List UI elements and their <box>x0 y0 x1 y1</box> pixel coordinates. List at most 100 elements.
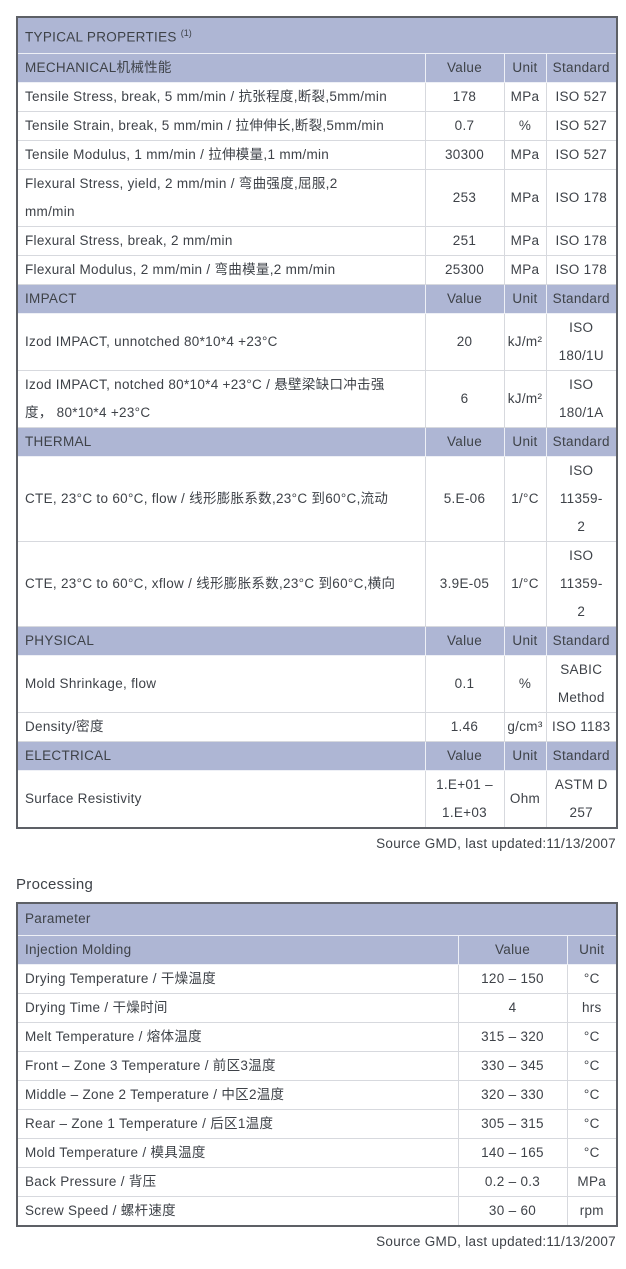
table-title-cell: TYPICAL PROPERTIES (1) <box>17 17 618 54</box>
table-row: Surface Resistivity 1.E+01 – 1.E+03 Ohm … <box>16 769 618 828</box>
value-cell: 0.1 <box>424 654 505 713</box>
section-name: THERMAL <box>16 426 426 457</box>
section-header-impact: IMPACT Value Unit Standard <box>16 283 618 314</box>
property-cell: Surface Resistivity <box>16 769 426 828</box>
value-cell: 305 – 315 <box>457 1108 568 1139</box>
property-cell: Flexural Stress, break, 2 mm/min <box>16 225 426 256</box>
property-cell: Flexural Modulus, 2 mm/min / 弯曲模量,2 mm/m… <box>16 254 426 285</box>
table-title: TYPICAL PROPERTIES <box>25 29 177 45</box>
section-header-thermal: THERMAL Value Unit Standard <box>16 426 618 457</box>
standard-cell: ISO 1183 <box>545 711 618 742</box>
property-cell: CTE, 23°C to 60°C, flow / 线形膨胀系数,23°C 到6… <box>16 455 426 542</box>
column-header-unit: Unit <box>566 934 618 965</box>
column-header-value: Value <box>424 740 505 771</box>
column-header-unit: Unit <box>503 283 547 314</box>
parameter-cell: Drying Temperature / 干燥温度 <box>16 963 459 994</box>
column-header-value: Value <box>424 52 505 83</box>
column-header-value: Value <box>457 934 568 965</box>
unit-cell: Ohm <box>503 769 547 828</box>
unit-cell: °C <box>566 963 618 994</box>
table-row: Drying Time / 干燥时间 4 hrs <box>16 992 618 1023</box>
standard-cell: ASTM D 257 <box>545 769 618 828</box>
unit-cell: 1/°C <box>503 540 547 627</box>
section-name: PHYSICAL <box>16 625 426 656</box>
table-row: Flexural Stress, yield, 2 mm/min / 弯曲强度,… <box>16 168 618 227</box>
value-cell: 5.E-06 <box>424 455 505 542</box>
parameter-cell: Mold Temperature / 模具温度 <box>16 1137 459 1168</box>
property-cell: Izod IMPACT, unnotched 80*10*4 +23°C <box>16 312 426 371</box>
table-row: Middle – Zone 2 Temperature / 中区2温度 320 … <box>16 1079 618 1110</box>
column-header-unit: Unit <box>503 426 547 457</box>
unit-cell: MPa <box>503 225 547 256</box>
parameter-cell: Front – Zone 3 Temperature / 前区3温度 <box>16 1050 459 1081</box>
unit-cell: kJ/m² <box>503 312 547 371</box>
unit-cell: % <box>503 110 547 141</box>
property-cell: Tensile Stress, break, 5 mm/min / 抗张程度,断… <box>16 81 426 112</box>
unit-cell: g/cm³ <box>503 711 547 742</box>
column-header-unit: Unit <box>503 625 547 656</box>
unit-cell: °C <box>566 1021 618 1052</box>
property-cell: Izod IMPACT, notched 80*10*4 +23°C / 悬壁梁… <box>16 369 426 428</box>
column-header-standard: Standard <box>545 426 618 457</box>
source-note-processing: Source GMD, last updated:11/13/2007 <box>376 1233 616 1249</box>
unit-cell: 1/°C <box>503 455 547 542</box>
processing-heading: Processing <box>16 875 94 893</box>
standard-cell: ISO 11359- 2 <box>545 540 618 627</box>
standard-cell: SABIC Method <box>545 654 618 713</box>
value-cell: 3.9E-05 <box>424 540 505 627</box>
parameter-banner: Parameter <box>17 902 618 936</box>
standard-cell: ISO 178 <box>545 254 618 285</box>
value-cell: 1.E+01 – 1.E+03 <box>424 769 505 828</box>
unit-cell: MPa <box>503 168 547 227</box>
value-cell: 6 <box>424 369 505 428</box>
section-header-physical: PHYSICAL Value Unit Standard <box>16 625 618 656</box>
value-cell: 178 <box>424 81 505 112</box>
unit-cell: rpm <box>566 1195 618 1226</box>
parameter-cell: Drying Time / 干燥时间 <box>16 992 459 1023</box>
column-header-standard: Standard <box>545 283 618 314</box>
table-row: Izod IMPACT, notched 80*10*4 +23°C / 悬壁梁… <box>16 369 618 428</box>
value-cell: 315 – 320 <box>457 1021 568 1052</box>
standard-cell: ISO 527 <box>545 81 618 112</box>
table-title-row: TYPICAL PROPERTIES (1) <box>17 17 618 54</box>
standard-cell: ISO 180/1A <box>545 369 618 428</box>
unit-cell: MPa <box>503 139 547 170</box>
value-cell: 140 – 165 <box>457 1137 568 1168</box>
value-cell: 0.7 <box>424 110 505 141</box>
unit-cell: MPa <box>503 81 547 112</box>
column-header-unit: Unit <box>503 740 547 771</box>
standard-cell: ISO 11359- 2 <box>545 455 618 542</box>
unit-cell: % <box>503 654 547 713</box>
standard-cell: ISO 178 <box>545 225 618 256</box>
property-cell: Tensile Modulus, 1 mm/min / 拉伸模量,1 mm/mi… <box>16 139 426 170</box>
parameter-cell: Back Pressure / 背压 <box>16 1166 459 1197</box>
property-cell: Mold Shrinkage, flow <box>16 654 426 713</box>
table-row: Screw Speed / 螺杆速度 30 – 60 rpm <box>16 1195 618 1226</box>
section-name: Injection Molding <box>16 934 459 965</box>
table-row: Flexural Stress, break, 2 mm/min 251 MPa… <box>16 225 618 256</box>
typical-properties-table: TYPICAL PROPERTIES (1) MECHANICAL机械性能 Va… <box>16 16 619 829</box>
table-row: Front – Zone 3 Temperature / 前区3温度 330 –… <box>16 1050 618 1081</box>
column-header-standard: Standard <box>545 52 618 83</box>
column-header-value: Value <box>424 625 505 656</box>
value-cell: 320 – 330 <box>457 1079 568 1110</box>
table-row: Rear – Zone 1 Temperature / 后区1温度 305 – … <box>16 1108 618 1139</box>
value-cell: 330 – 345 <box>457 1050 568 1081</box>
table-row: Tensile Stress, break, 5 mm/min / 抗张程度,断… <box>16 81 618 112</box>
value-cell: 0.2 – 0.3 <box>457 1166 568 1197</box>
section-header-electrical: ELECTRICAL Value Unit Standard <box>16 740 618 771</box>
table-row: Tensile Strain, break, 5 mm/min / 拉伸伸长,断… <box>16 110 618 141</box>
unit-cell: °C <box>566 1079 618 1110</box>
table-row: Izod IMPACT, unnotched 80*10*4 +23°C 20 … <box>16 312 618 371</box>
property-cell: Flexural Stress, yield, 2 mm/min / 弯曲强度,… <box>16 168 426 227</box>
value-cell: 20 <box>424 312 505 371</box>
parameter-banner-row: Parameter <box>17 902 618 936</box>
table-row: Flexural Modulus, 2 mm/min / 弯曲模量,2 mm/m… <box>16 254 618 285</box>
value-cell: 251 <box>424 225 505 256</box>
table-row: Melt Temperature / 熔体温度 315 – 320 °C <box>16 1021 618 1052</box>
column-header-value: Value <box>424 426 505 457</box>
table-row: Density/密度 1.46 g/cm³ ISO 1183 <box>16 711 618 742</box>
value-cell: 30 – 60 <box>457 1195 568 1226</box>
table-title-footnote: (1) <box>180 28 192 38</box>
parameter-cell: Screw Speed / 螺杆速度 <box>16 1195 459 1226</box>
